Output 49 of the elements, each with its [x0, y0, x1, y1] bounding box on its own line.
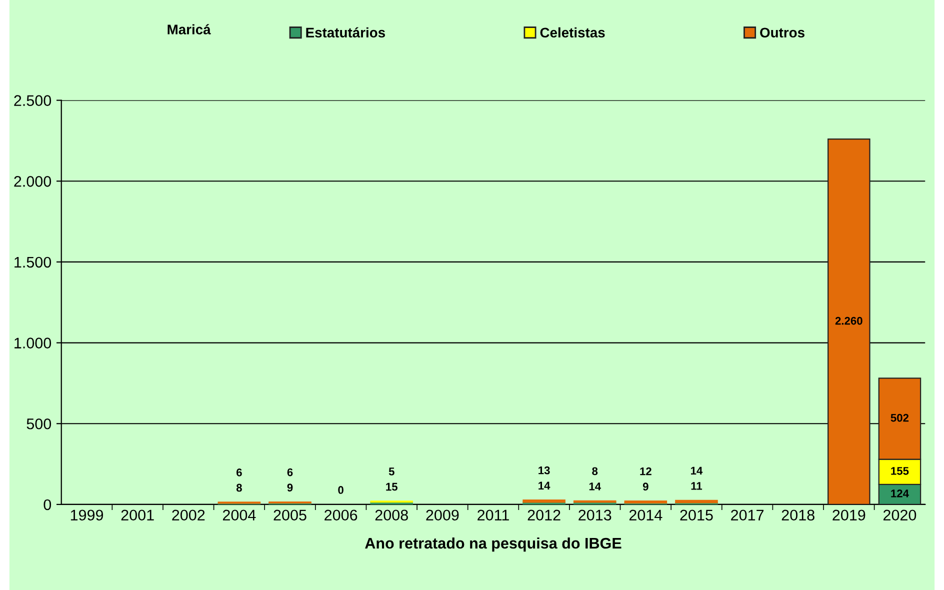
data-label: 0 [338, 486, 344, 494]
x-tick-label: 2019 [832, 510, 866, 521]
bar [828, 138, 870, 504]
data-label: 502 [890, 414, 909, 422]
x-tick-label: 2008 [375, 510, 408, 521]
data-label: 6 [236, 468, 242, 476]
legend-title: Maricá [168, 24, 211, 34]
data-label: 6 [287, 468, 293, 476]
y-tick-label: 2.500 [14, 95, 52, 106]
x-tick-label: 2009 [426, 510, 459, 521]
y-tick-label: 0 [44, 499, 52, 510]
data-label: 5 [388, 468, 394, 476]
data-label: 124 [891, 490, 909, 498]
x-tick-label: 2001 [121, 510, 154, 521]
x-tick-label: 2015 [680, 510, 713, 521]
x-tick-label: 2017 [731, 510, 764, 521]
data-label: 8 [236, 484, 242, 492]
x-tick-label: 2004 [222, 510, 256, 521]
y-tick-label: 500 [26, 418, 52, 430]
legend-label: Celetistas [540, 27, 605, 38]
legend-label: Outros [760, 28, 804, 38]
data-label: 11 [691, 482, 702, 490]
x-tick-label: 1999 [70, 510, 104, 521]
data-label: 14 [538, 482, 550, 490]
legend-label: Estatutários [306, 27, 385, 38]
data-label: 9 [287, 484, 293, 492]
data-label: 12 [640, 467, 652, 476]
x-tick-label: 2018 [782, 510, 814, 521]
data-label: 14 [691, 466, 703, 474]
x-axis-title: Ano retratado na pesquisa do IBGE [365, 537, 622, 552]
data-label: 13 [538, 466, 550, 474]
data-label: 9 [642, 482, 648, 491]
data-label: 2.260 [835, 316, 862, 325]
data-label: 8 [592, 467, 598, 476]
data-label: 14 [589, 482, 601, 490]
data-label: 155 [891, 467, 909, 475]
y-tick-label: 2.000 [14, 176, 52, 187]
bar [675, 500, 718, 504]
x-tick-label: 2011 [478, 510, 509, 521]
x-tick-label: 2012 [528, 510, 560, 521]
x-tick-label: 2002 [172, 510, 205, 521]
x-tick-label: 2006 [324, 510, 358, 521]
x-tick-label: 2020 [883, 510, 916, 521]
data-label: 15 [386, 482, 398, 491]
y-tick-label: 1.500 [14, 256, 52, 268]
y-tick-label: 1.000 [14, 338, 52, 348]
x-tick-label: 2005 [274, 510, 306, 521]
x-tick-label: 2013 [578, 510, 612, 521]
x-tick-label: 2014 [629, 510, 662, 521]
